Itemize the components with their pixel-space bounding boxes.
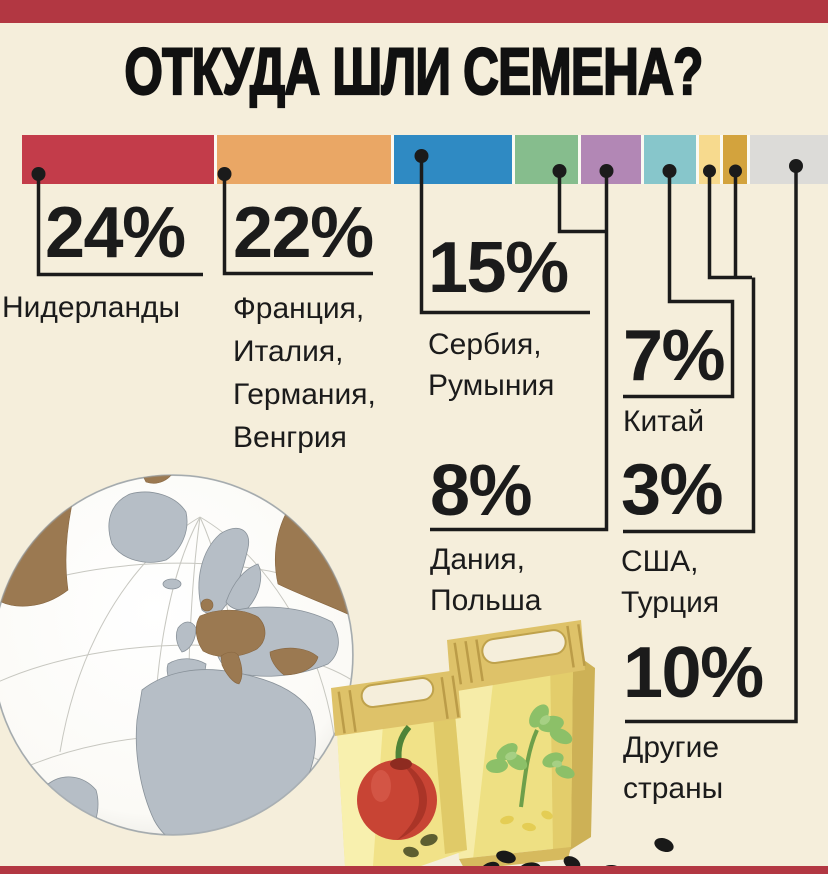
callout-denmark-poland: 8% Дания, Польша [430,451,541,617]
callout-countries: Другие страны [623,731,724,805]
callout-china: 7% Китай [623,316,726,438]
callout-countries: Китай [623,405,705,438]
callout-value: 22% [233,193,374,273]
callout-countries: США, Турция [621,545,720,619]
land-south-america [43,776,99,835]
callout-value: 10% [623,633,764,713]
globe-highlighted-countries [0,475,353,685]
packet-handle-hole [360,677,435,709]
callout-countries: Франция, Италия, Германия, Венгрия [233,292,376,454]
packet-handle-hole [481,629,567,665]
callout-countries: Нидерланды [2,291,181,324]
land-iceland [162,578,182,590]
globe-illustration [0,474,354,836]
globe-landmass [43,491,339,835]
callout-value: 3% [621,450,724,530]
seed-packet-left [331,670,467,873]
hl-north-america [0,475,83,607]
seed-packets-illustration [331,620,595,873]
bar-segment-france-italy-germany-hungary [216,135,391,184]
dark-seeds [403,833,438,858]
land-iberia [166,658,207,694]
bar-segment-netherlands [22,135,214,184]
hl-italy [220,651,243,685]
bar-segment-china [643,135,697,184]
land-scandinavia [198,528,250,615]
land-greenland [108,491,188,563]
land-east-europe [213,606,339,677]
bottom-accent-band [0,866,828,874]
callout-other-countries: 10% Другие страны [623,633,764,805]
callout-value: 7% [623,316,726,396]
callout-value: 24% [45,193,186,273]
callout-value: 8% [430,451,533,531]
top-accent-band [0,0,828,23]
parsley-icon [486,704,575,808]
bar-segment-serbia-romania [393,135,513,184]
apple-icon [357,725,437,840]
hl-svalbard [139,475,175,484]
stacked-bar [22,135,828,184]
bar-segment-other-countries [749,135,828,184]
bar-segment-denmark [515,135,579,184]
callout-countries: Дания, Польша [430,543,542,617]
land-africa [135,669,316,835]
yellow-seeds [500,810,553,832]
globe-ocean [0,474,354,836]
callout-countries: Сербия, Румыния [428,328,555,402]
hl-turkey [269,647,319,676]
callout-usa-turkey: 3% США, Турция [621,450,724,619]
callout-serbia-romania: 15% Сербия, Румыния [428,228,569,402]
callout-france-italy-germany-hungary: 22% Франция, Италия, Германия, Венгрия [233,193,376,454]
hl-russia [275,487,353,617]
land-baltic [225,563,262,611]
page-title-text: ОТКУДА ШЛИ СЕМЕНА? [124,34,705,108]
callout-value: 15% [428,228,569,308]
bar-segment-usa [699,135,721,184]
bar-segment-turkey [723,135,747,184]
bar-segment-poland [581,135,641,184]
hl-denmark [200,598,214,612]
hl-central-europe [195,609,266,658]
land-uk [175,621,197,653]
seed-packet-right [447,620,595,870]
callout-netherlands: 24% Нидерланды [2,193,186,324]
globe-graticule [0,516,353,823]
page-title: ОТКУДА ШЛИ СЕМЕНА? [0,34,828,108]
